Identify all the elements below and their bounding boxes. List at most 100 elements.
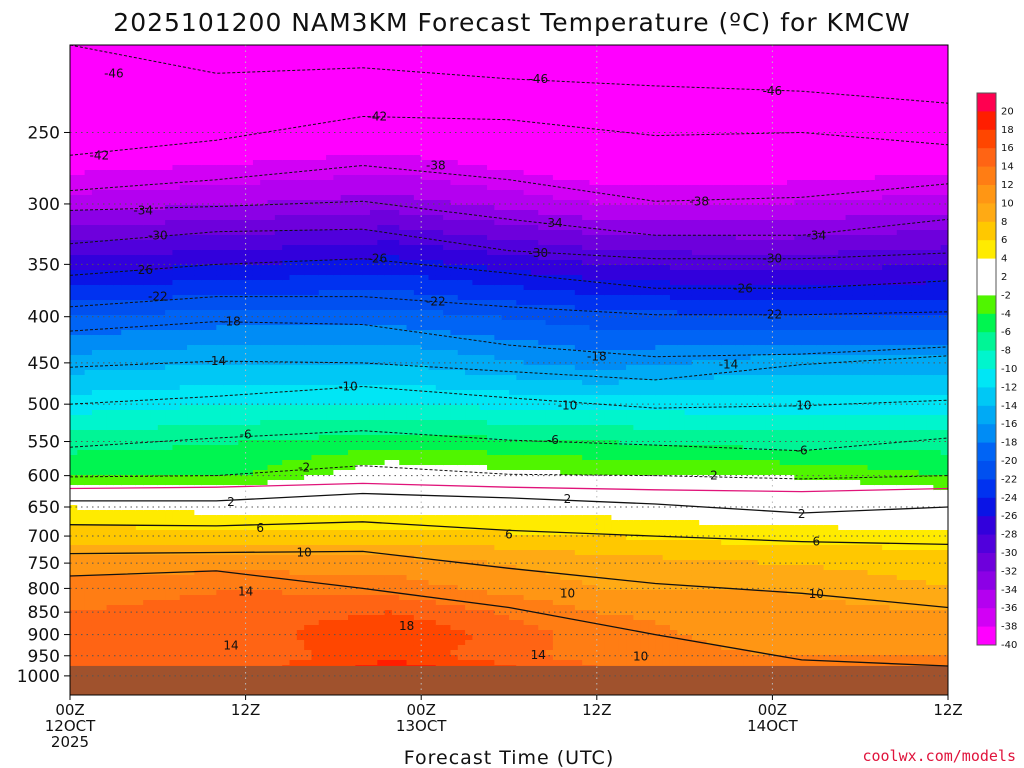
- temperature-cell: [304, 385, 313, 391]
- temperature-cell: [84, 640, 93, 646]
- temperature-cell: [230, 505, 239, 511]
- temperature-cell: [252, 45, 261, 51]
- temperature-cell: [267, 275, 276, 281]
- temperature-cell: [179, 325, 188, 331]
- temperature-cell: [318, 140, 327, 146]
- temperature-cell: [238, 570, 247, 576]
- temperature-cell: [311, 545, 320, 551]
- temperature-cell: [143, 425, 152, 431]
- temperature-cell: [304, 305, 313, 311]
- temperature-cell: [113, 55, 122, 61]
- temperature-cell: [289, 585, 298, 591]
- temperature-cell: [194, 310, 203, 316]
- temperature-cell: [318, 480, 327, 486]
- temperature-cell: [128, 605, 137, 611]
- temperature-cell: [113, 115, 122, 121]
- temperature-cell: [260, 430, 269, 436]
- temperature-cell: [77, 385, 86, 391]
- temperature-cell: [289, 385, 298, 391]
- temperature-cell: [238, 540, 247, 546]
- temperature-cell: [106, 390, 115, 396]
- temperature-cell: [311, 485, 320, 491]
- temperature-cell: [194, 435, 203, 441]
- temperature-cell: [128, 125, 137, 131]
- temperature-cell: [99, 390, 108, 396]
- temperature-cell: [282, 660, 291, 666]
- temperature-cell: [121, 100, 130, 106]
- temperature-cell: [99, 295, 108, 301]
- temperature-cell: [216, 185, 225, 191]
- temperature-cell: [282, 50, 291, 56]
- temperature-cell: [128, 170, 137, 176]
- temperature-cell: [318, 355, 327, 361]
- temperature-cell: [77, 270, 86, 276]
- temperature-cell: [128, 115, 137, 121]
- temperature-cell: [304, 275, 313, 281]
- temperature-cell: [318, 525, 327, 531]
- temperature-cell: [150, 210, 159, 216]
- temperature-cell: [135, 630, 144, 636]
- temperature-cell: [165, 460, 174, 466]
- temperature-cell: [267, 245, 276, 251]
- temperature-cell: [128, 630, 137, 636]
- temperature-cell: [201, 285, 210, 291]
- temperature-cell: [201, 455, 210, 461]
- temperature-cell: [340, 190, 349, 196]
- temperature-cell: [223, 185, 232, 191]
- temperature-cell: [201, 315, 210, 321]
- temperature-cell: [245, 615, 254, 621]
- temperature-cell: [70, 600, 78, 606]
- temperature-cell: [121, 570, 130, 576]
- temperature-cell: [143, 280, 152, 286]
- temperature-cell: [311, 600, 320, 606]
- temperature-cell: [238, 335, 247, 341]
- temperature-cell: [121, 165, 130, 171]
- temperature-cell: [172, 620, 181, 626]
- temperature-cell: [282, 620, 291, 626]
- temperature-cell: [121, 495, 130, 501]
- temperature-cell: [260, 585, 269, 591]
- temperature-cell: [179, 230, 188, 236]
- temperature-cell: [91, 405, 100, 411]
- temperature-cell: [348, 310, 356, 316]
- temperature-cell: [318, 80, 327, 86]
- temperature-cell: [201, 215, 210, 221]
- temperature-cell: [106, 210, 115, 216]
- temperature-cell: [157, 435, 166, 441]
- temperature-cell: [135, 535, 144, 541]
- temperature-cell: [91, 200, 100, 206]
- temperature-cell: [318, 115, 327, 121]
- temperature-cell: [216, 655, 225, 661]
- temperature-cell: [201, 175, 210, 181]
- temperature-cell: [150, 385, 159, 391]
- temperature-cell: [194, 605, 203, 611]
- temperature-cell: [296, 215, 305, 221]
- temperature-cell: [150, 470, 159, 476]
- temperature-cell: [135, 460, 144, 466]
- temperature-cell: [238, 560, 247, 566]
- temperature-cell: [187, 65, 195, 71]
- temperature-cell: [84, 100, 93, 106]
- temperature-cell: [340, 465, 349, 471]
- temperature-cell: [326, 580, 334, 586]
- temperature-cell: [267, 240, 276, 246]
- temperature-cell: [304, 310, 313, 316]
- temperature-cell: [216, 580, 225, 586]
- temperature-cell: [282, 545, 291, 551]
- temperature-cell: [289, 590, 298, 596]
- temperature-cell: [165, 235, 174, 241]
- temperature-cell: [172, 610, 181, 616]
- temperature-cell: [179, 50, 188, 56]
- temperature-cell: [296, 455, 305, 461]
- temperature-cell: [113, 345, 122, 351]
- temperature-cell: [113, 570, 122, 576]
- temperature-cell: [165, 490, 174, 496]
- temperature-cell: [106, 60, 115, 66]
- temperature-cell: [333, 380, 342, 386]
- temperature-cell: [135, 495, 144, 501]
- temperature-cell: [84, 275, 93, 281]
- temperature-cell: [282, 515, 291, 521]
- temperature-cell: [121, 185, 130, 191]
- temperature-cell: [318, 565, 327, 571]
- temperature-cell: [121, 125, 130, 131]
